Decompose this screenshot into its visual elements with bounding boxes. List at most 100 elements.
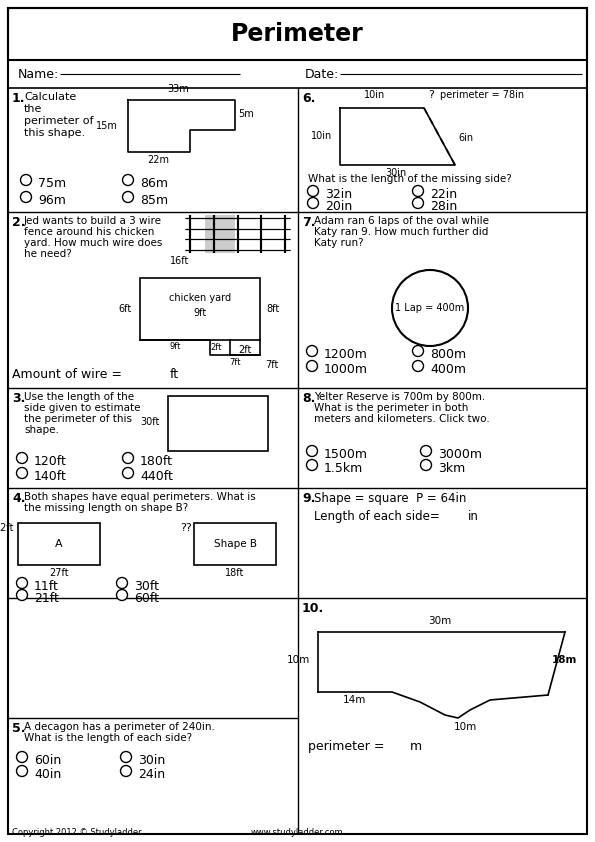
Text: 10m: 10m <box>453 722 477 732</box>
Text: 11ft: 11ft <box>34 580 59 593</box>
Text: 30in: 30in <box>138 754 165 767</box>
Text: 800m: 800m <box>430 348 466 361</box>
Text: 9.: 9. <box>302 492 315 505</box>
Text: 30m: 30m <box>428 616 452 626</box>
Text: 18ft: 18ft <box>226 568 245 578</box>
Text: What is the perimeter in both: What is the perimeter in both <box>314 403 468 413</box>
Text: 1500m: 1500m <box>324 448 368 461</box>
Text: Length of each side=: Length of each side= <box>314 510 440 523</box>
Bar <box>205 215 235 253</box>
Text: 9ft: 9ft <box>170 342 181 351</box>
Text: 32in: 32in <box>325 188 352 201</box>
Text: Jed wants to build a 3 wire: Jed wants to build a 3 wire <box>24 216 162 226</box>
Text: this shape.: this shape. <box>24 128 85 138</box>
Text: 10.: 10. <box>302 602 324 615</box>
Text: 75m: 75m <box>38 177 66 190</box>
Text: 4.: 4. <box>12 492 26 505</box>
Text: 140ft: 140ft <box>34 470 67 483</box>
Circle shape <box>306 360 318 371</box>
Text: 1.: 1. <box>12 92 26 105</box>
Circle shape <box>421 460 431 471</box>
Text: 120ft: 120ft <box>34 455 67 468</box>
Text: 7ft: 7ft <box>265 360 278 370</box>
Text: 30ft: 30ft <box>134 580 159 593</box>
Text: Shape = square  P = 64in: Shape = square P = 64in <box>314 492 466 505</box>
Bar <box>8 60 587 88</box>
Text: 22m: 22m <box>147 155 169 165</box>
Text: Name:: Name: <box>18 67 60 81</box>
Text: 1.5km: 1.5km <box>324 462 364 475</box>
Text: A: A <box>55 539 63 549</box>
Text: 96m: 96m <box>38 194 66 207</box>
Circle shape <box>123 191 133 202</box>
Text: 6.: 6. <box>302 92 315 105</box>
Circle shape <box>306 445 318 456</box>
Text: 2ft: 2ft <box>239 345 252 355</box>
Circle shape <box>412 198 424 209</box>
Text: Katy ran 9. How much further did: Katy ran 9. How much further did <box>314 227 488 237</box>
Circle shape <box>17 452 27 463</box>
Circle shape <box>123 174 133 185</box>
Text: shape.: shape. <box>24 425 59 435</box>
Circle shape <box>121 765 131 776</box>
Text: 18m: 18m <box>552 655 577 665</box>
Circle shape <box>412 185 424 196</box>
Text: www.studyladder.com: www.studyladder.com <box>250 828 343 837</box>
Text: 1200m: 1200m <box>324 348 368 361</box>
Text: 30ft: 30ft <box>140 417 160 427</box>
Text: Calculate: Calculate <box>24 92 76 102</box>
Text: 21ft: 21ft <box>34 592 59 605</box>
Text: perimeter = 78in: perimeter = 78in <box>440 90 524 100</box>
Text: perimeter =: perimeter = <box>308 740 384 753</box>
Text: the missing length on shape B?: the missing length on shape B? <box>24 503 188 513</box>
Text: 1000m: 1000m <box>324 363 368 376</box>
Text: 86m: 86m <box>140 177 168 190</box>
Text: 22in: 22in <box>430 188 457 201</box>
Text: 5m: 5m <box>238 109 253 119</box>
Text: 85m: 85m <box>140 194 168 207</box>
Circle shape <box>123 452 133 463</box>
Text: 12ft: 12ft <box>0 523 14 533</box>
Circle shape <box>17 589 27 600</box>
Circle shape <box>306 345 318 356</box>
Text: yard. How much wire does: yard. How much wire does <box>24 238 162 248</box>
Text: 2.: 2. <box>12 216 26 229</box>
Bar <box>8 8 587 60</box>
Text: Use the length of the: Use the length of the <box>24 392 134 402</box>
Text: Perimeter: Perimeter <box>231 22 364 46</box>
Text: A decagon has a perimeter of 240in.: A decagon has a perimeter of 240in. <box>24 722 215 732</box>
Text: he need?: he need? <box>24 249 72 259</box>
Text: 60ft: 60ft <box>134 592 159 605</box>
Text: m: m <box>410 740 422 753</box>
Text: Yelter Reserve is 700m by 800m.: Yelter Reserve is 700m by 800m. <box>314 392 486 402</box>
Text: 33m: 33m <box>167 84 189 94</box>
Text: ?: ? <box>428 90 434 100</box>
Circle shape <box>17 467 27 478</box>
Text: 60in: 60in <box>34 754 61 767</box>
Text: 3.: 3. <box>12 392 26 405</box>
Text: the: the <box>24 104 42 114</box>
Bar <box>194 523 276 565</box>
Text: 16ft: 16ft <box>170 256 190 266</box>
Circle shape <box>17 765 27 776</box>
Text: Amount of wire =: Amount of wire = <box>12 368 122 381</box>
Bar <box>168 396 268 451</box>
Text: 10in: 10in <box>311 131 332 141</box>
Text: meters and kilometers. Click two.: meters and kilometers. Click two. <box>314 414 490 424</box>
Text: 8ft: 8ft <box>266 304 279 314</box>
Text: 7.: 7. <box>302 216 315 229</box>
Circle shape <box>117 578 127 589</box>
Text: 3km: 3km <box>438 462 465 475</box>
Text: 14m: 14m <box>343 695 367 705</box>
Circle shape <box>17 752 27 763</box>
Text: in: in <box>468 510 479 523</box>
Text: 6in: 6in <box>458 133 473 143</box>
Circle shape <box>392 270 468 346</box>
Circle shape <box>17 578 27 589</box>
Text: Shape B: Shape B <box>214 539 256 549</box>
Text: 8.: 8. <box>302 392 315 405</box>
Text: 27ft: 27ft <box>49 568 69 578</box>
Text: 180ft: 180ft <box>140 455 173 468</box>
Text: 7ft: 7ft <box>229 358 241 367</box>
Text: 9ft: 9ft <box>193 308 206 318</box>
